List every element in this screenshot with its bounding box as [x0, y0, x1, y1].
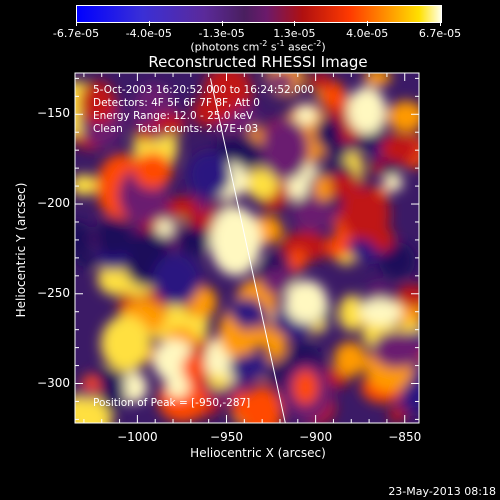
y-tick-label: −150: [37, 106, 70, 121]
x-tick-label: −900: [299, 430, 333, 444]
intensity-blob: [209, 206, 262, 276]
intensity-blob: [288, 249, 307, 272]
intensity-blob: [77, 387, 97, 400]
intensity-blob: [284, 280, 328, 324]
intensity-blob: [133, 152, 173, 189]
intensity-blob: [228, 354, 271, 381]
intensity-blob: [314, 116, 342, 150]
intensity-blob: [261, 267, 296, 296]
annotation-detectors: Detectors: 4F 5F 6F 7F 8F, Att 0: [93, 97, 260, 109]
intensity-blob: [209, 370, 229, 389]
intensity-blob: [75, 253, 97, 268]
colorbar-tick: [76, 21, 77, 26]
colorbar-tick-label: 1.3e-05: [273, 27, 316, 40]
intensity-blob: [75, 174, 98, 196]
plot-frame: [74, 72, 420, 424]
intensity-blob: [329, 172, 358, 198]
intensity-blob: [387, 100, 419, 133]
intensity-blob: [193, 287, 217, 317]
intensity-blob: [75, 221, 93, 257]
annotation-energy-range: Energy Range: 12.0 - 25.0 keV: [93, 110, 254, 122]
intensity-blob: [155, 219, 173, 237]
intensity-blob: [202, 88, 238, 120]
axis-ticks: [75, 73, 419, 423]
intensity-blob: [120, 371, 148, 403]
intensity-blob: [295, 104, 317, 125]
intensity-blob: [339, 188, 391, 241]
intensity-blob: [363, 73, 392, 87]
intensity-blob: [79, 80, 116, 125]
intensity-blob: [338, 254, 355, 265]
intensity-blob: [261, 118, 309, 181]
y-tick-label: −250: [37, 285, 70, 300]
timestamp-footer: 23-May-2013 08:18: [388, 485, 496, 498]
intensity-blob: [380, 133, 419, 165]
intensity-blob: [75, 392, 105, 423]
y-tick-label: −300: [37, 375, 70, 390]
intensity-blob: [372, 330, 419, 369]
chart-title: Reconstructed RHESSI Image: [148, 53, 368, 71]
intensity-blob: [181, 354, 205, 381]
intensity-blob: [338, 294, 365, 332]
colorbar-tick: [148, 21, 150, 26]
intensity-blob: [396, 284, 419, 308]
annotation-clean-counts: Clean Total counts: 2.07E+03: [93, 123, 259, 135]
intensity-blob: [210, 359, 231, 375]
intensity-blob: [313, 175, 334, 201]
y-axis-label: Heliocentric Y (arcsec): [14, 182, 28, 318]
colorbar-tick: [440, 21, 441, 26]
intensity-blob: [166, 196, 199, 218]
x-tick-label: −1000: [117, 430, 158, 444]
intensity-blob: [94, 216, 132, 257]
colorbar-tick: [294, 21, 296, 26]
intensity-blob: [245, 167, 279, 200]
intensity-blob: [380, 160, 399, 176]
heatmap-intensity: [75, 73, 419, 423]
intensity-blob: [333, 341, 367, 377]
y-tick-label: −200: [37, 196, 70, 211]
colorbar-tick-label: -6.7e-05: [52, 27, 100, 40]
intensity-blob: [383, 174, 403, 192]
solar-limb-line: [209, 78, 286, 423]
intensity-blob: [188, 151, 232, 198]
intensity-blob: [347, 86, 387, 135]
intensity-blob: [241, 386, 283, 423]
intensity-blob: [165, 376, 190, 398]
colorbar-tick: [367, 21, 369, 26]
annotation-time-range: 5-Oct-2003 16:20:52.000 to 16:24:52.000: [93, 84, 315, 96]
colorbar-tick-label: 4.0e-05: [346, 27, 389, 40]
colorbar-tick-label: -1.3e-05: [198, 27, 245, 40]
colorbar-tick-label: 6.7e-05: [418, 27, 462, 40]
intensity-blob: [308, 73, 333, 92]
x-tick-label: −850: [388, 430, 422, 444]
colorbar-tick-label: -4.0e-05: [125, 27, 172, 40]
intensity-blob: [100, 315, 152, 372]
x-tick-label: −950: [210, 430, 243, 444]
intensity-blob: [135, 126, 154, 142]
intensity-blob: [292, 370, 319, 405]
intensity-blob: [266, 73, 296, 92]
x-axis-label: Heliocentric X (arcsec): [190, 446, 326, 460]
intensity-blob: [359, 298, 403, 326]
colorbar-tick: [221, 21, 223, 26]
intensity-blob: [153, 113, 186, 134]
annotation-peak-position: Position of Peak = [-950,-287]: [93, 397, 251, 409]
intensity-blob: [379, 242, 416, 280]
intensity-blob: [216, 133, 259, 160]
intensity-blob: [176, 225, 211, 255]
intensity-blob: [388, 406, 407, 423]
colorbar: [76, 5, 442, 23]
colorbar-units: (photons cm-2 s-1 asec-2): [190, 39, 326, 54]
intensity-blob: [152, 253, 201, 306]
intensity-blob: [229, 297, 265, 327]
